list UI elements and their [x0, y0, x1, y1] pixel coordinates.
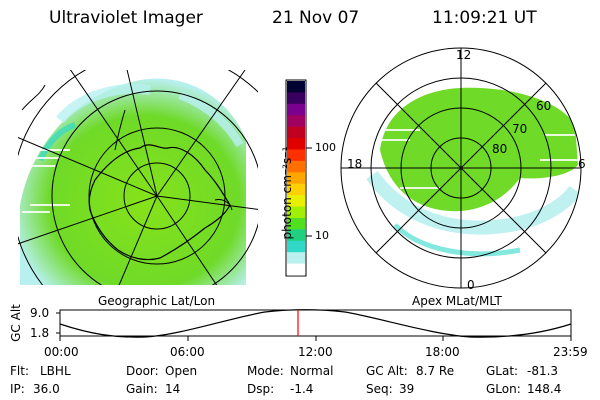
- colorbar-segment: [287, 92, 305, 105]
- colorbar-unit-label: photon cm⁻²s⁻¹: [280, 146, 294, 240]
- colorbar-segment: [287, 263, 305, 276]
- coastline: [88, 144, 231, 261]
- glat-label: GLat:: [486, 364, 519, 378]
- dsp-label: Dsp:: [247, 382, 275, 396]
- ip-label: IP:: [10, 382, 25, 396]
- colorbar-segment: [287, 103, 305, 116]
- gain-label: Gain:: [126, 382, 158, 396]
- altitude-plot: [56, 309, 572, 341]
- glon-value: 148.4: [527, 382, 562, 396]
- time-label: 11:09:21 UT: [432, 8, 537, 28]
- gcalt-value: 8.7 Re: [416, 364, 455, 378]
- door-value: Open: [165, 364, 198, 378]
- altitude-xtick-1800: 18:00: [425, 345, 460, 359]
- magnetic-polar-plot: [340, 47, 582, 289]
- mlt-label-12: 12: [456, 48, 472, 62]
- ip-value: 36.0: [33, 382, 60, 396]
- mlt-label-18: 18: [347, 157, 363, 171]
- altitude-xtick-0000: 00:00: [44, 345, 79, 359]
- mode-label: Mode:: [247, 364, 284, 378]
- flt-label: Flt:: [10, 364, 29, 378]
- gain-value: 14: [165, 382, 181, 396]
- colorbar-segment: [287, 240, 305, 253]
- geographic-image: [18, 70, 258, 285]
- colorbar-segment: [287, 183, 305, 196]
- glat-value: -81.3: [527, 364, 559, 378]
- glon-label: GLon:: [486, 382, 521, 396]
- colorbar-segment: [287, 138, 305, 151]
- colorbar-segment: [287, 206, 305, 219]
- colorbar-segment: [287, 252, 305, 265]
- colorbar-segment: [287, 81, 305, 94]
- colorbar-segment: [287, 172, 305, 185]
- colorbar-segment: [287, 160, 305, 173]
- mlt-label-6: 6: [578, 157, 586, 171]
- colorbar-segment: [287, 217, 305, 230]
- mlat-label-70: 70: [512, 122, 528, 136]
- colorbar-tick-100: 100: [315, 141, 336, 154]
- geographic-panel-label: Geographic Lat/Lon: [98, 294, 216, 308]
- colorbar-segment: [287, 229, 305, 242]
- apex-panel-label: Apex MLat/MLT: [412, 294, 502, 308]
- altitude-ytick-bottom: 1.8: [30, 326, 50, 340]
- flt-value: LBHL: [40, 364, 71, 378]
- colorbar-segment: [287, 115, 305, 128]
- dsp-value: -1.4: [290, 382, 314, 396]
- altitude-xtick-1200: 12:00: [298, 345, 333, 359]
- colorbar-segment: [287, 149, 305, 162]
- altitude-xtick-0600: 06:00: [170, 345, 205, 359]
- altitude-curve: [59, 309, 572, 338]
- door-label: Door:: [126, 364, 159, 378]
- seq-value: 39: [399, 382, 415, 396]
- mode-value: Normal: [290, 364, 334, 378]
- mlat-label-80: 80: [492, 142, 508, 156]
- colorbar-tick-10: 10: [315, 229, 329, 242]
- altitude-ylabel: GC Alt: [9, 304, 23, 342]
- gcalt-label: GC Alt:: [366, 364, 408, 378]
- altitude-ytick-top: 9.0: [30, 306, 50, 320]
- mlat-label-60: 60: [536, 99, 552, 113]
- seq-label: Seq:: [366, 382, 393, 396]
- left-aurora-emission: [20, 78, 246, 285]
- instrument-title: Ultraviolet Imager: [49, 8, 203, 28]
- colorbar-segment: [287, 195, 305, 208]
- date-label: 21 Nov 07: [272, 8, 360, 28]
- colorbar: [285, 79, 312, 277]
- mlt-label-0: 0: [467, 278, 475, 292]
- altitude-xtick-2359: 23:59: [553, 345, 588, 359]
- colorbar-segment: [287, 126, 305, 139]
